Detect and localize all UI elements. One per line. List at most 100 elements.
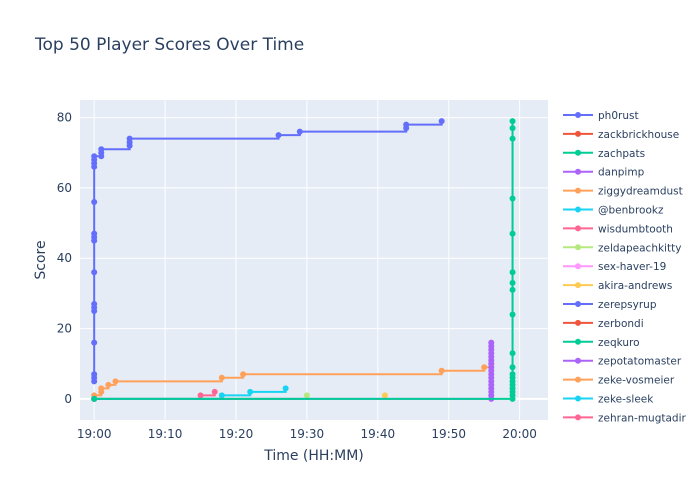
legend-item[interactable]: @benbrookz (563, 205, 664, 217)
data-point (488, 339, 495, 346)
data-point (509, 350, 516, 357)
data-point (509, 125, 516, 132)
legend-marker (575, 338, 581, 345)
legend-marker (575, 395, 581, 402)
legend-label: zerepsyrup (598, 299, 657, 311)
series-wisdumbtooth (197, 388, 218, 399)
data-point (91, 153, 98, 160)
legend-marker (575, 187, 581, 194)
legend-label: sex-haver-19 (598, 261, 666, 273)
data-point (509, 311, 516, 318)
x-tick-label: 19:40 (361, 427, 396, 441)
series-akira-andrews (381, 392, 388, 399)
data-point (247, 388, 254, 395)
legend-marker (575, 149, 581, 156)
data-point (481, 364, 488, 371)
x-tick-label: 19:50 (431, 427, 466, 441)
legend-marker (575, 376, 581, 383)
data-point (438, 118, 445, 125)
data-point (509, 118, 516, 125)
legend-label: zehran-mugtadir (598, 412, 687, 424)
y-tick-label: 20 (57, 322, 72, 336)
data-point (126, 135, 133, 142)
legend-item[interactable]: ziggydreamdust (563, 186, 683, 198)
series-ziggydreamdust (91, 360, 495, 402)
legend-marker (575, 225, 581, 232)
legend-item[interactable]: ph0rust (563, 110, 639, 122)
legend-marker (575, 206, 581, 213)
legend-item[interactable]: zeqkuro (563, 337, 640, 349)
legend-marker (575, 168, 581, 175)
y-axis-title: Score (33, 240, 49, 279)
legend-marker (575, 244, 581, 251)
data-point (381, 392, 388, 399)
y-tick-labels: 0 20 40 60 80 (57, 111, 72, 406)
legend-label: akira-andrews (598, 280, 672, 292)
x-tick-label: 19:00 (77, 427, 112, 441)
legend-label: @benbrookz (598, 205, 664, 217)
legend-item[interactable]: zepotatomaster (563, 356, 682, 368)
legend-marker (575, 282, 581, 289)
data-point (211, 388, 218, 395)
data-point (296, 128, 303, 135)
data-point (91, 371, 98, 378)
legend-item[interactable]: zeke-vosmeier (563, 375, 675, 387)
legend-item[interactable]: zerbondi (563, 318, 644, 330)
data-point (240, 371, 247, 378)
data-point (91, 269, 98, 276)
legend-label: zeqkuro (598, 337, 640, 349)
legend-marker (575, 112, 581, 118)
data-point (509, 230, 516, 237)
series-ph0rust (91, 118, 445, 385)
legend-item[interactable]: danpimp (563, 167, 645, 179)
legend-marker (575, 414, 581, 421)
legend-item[interactable]: zeke-sleek (563, 394, 654, 406)
legend-item[interactable]: zehran-mugtadir (563, 412, 687, 424)
series-zachpats (91, 118, 516, 402)
data-point (105, 381, 112, 388)
x-tick-label: 20:00 (502, 427, 537, 441)
data-point (218, 392, 225, 399)
data-point (98, 146, 105, 153)
legend-label: zachpats (598, 148, 645, 160)
data-point (509, 371, 516, 378)
legend-item[interactable]: zachpats (563, 148, 645, 160)
y-tick-label: 40 (57, 251, 72, 265)
data-point (509, 135, 516, 142)
legend-label: zeke-vosmeier (598, 375, 675, 387)
legend-item[interactable]: zackbrickhouse (563, 129, 679, 141)
legend-label: zerbondi (598, 318, 644, 330)
series-layer (91, 118, 516, 402)
data-point (218, 374, 225, 381)
legend-item[interactable]: sex-haver-19 (563, 261, 666, 273)
legend-label: zepotatomaster (598, 356, 682, 368)
y-tick-label: 0 (64, 392, 72, 406)
data-point (282, 385, 289, 392)
chart-title: Top 50 Player Scores Over Time (34, 35, 304, 55)
legend-item[interactable]: wisdumbtooth (563, 223, 673, 235)
legend-item[interactable]: zeldapeachkitty (563, 242, 681, 254)
data-point (112, 378, 119, 385)
legend-item[interactable]: zerepsyrup (563, 299, 657, 311)
data-point (91, 339, 98, 346)
legend-label: zackbrickhouse (598, 129, 679, 141)
legend-marker (575, 301, 581, 307)
data-point (91, 198, 98, 205)
x-axis-title: Time (HH:MM) (263, 448, 364, 464)
legend-label: ziggydreamdust (598, 186, 683, 198)
data-point (438, 367, 445, 374)
legend-label: zeke-sleek (598, 394, 654, 406)
x-tick-label: 19:20 (219, 427, 254, 441)
legend-marker (575, 357, 581, 364)
legend-label: wisdumbtooth (598, 223, 673, 235)
plot-background (80, 100, 548, 420)
data-point (509, 279, 516, 286)
legend-marker (575, 319, 581, 326)
legend: ph0rust zackbrickhouse zachpats danpimp zigg… (563, 110, 687, 424)
legend-label: danpimp (598, 167, 645, 179)
data-point (509, 195, 516, 202)
legend-item[interactable]: akira-andrews (563, 280, 672, 292)
legend-marker (575, 263, 581, 270)
legend-label: zeldapeachkitty (598, 242, 681, 254)
legend-label: ph0rust (598, 110, 639, 122)
